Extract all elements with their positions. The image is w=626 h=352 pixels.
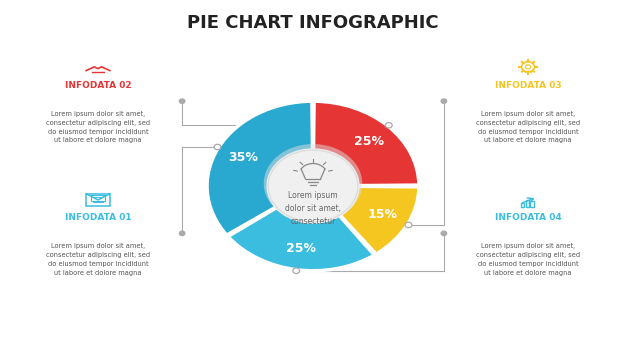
- Circle shape: [386, 122, 393, 128]
- Circle shape: [268, 150, 358, 222]
- Text: PIE CHART INFOGRAPHIC: PIE CHART INFOGRAPHIC: [187, 14, 439, 32]
- Text: 25%: 25%: [285, 241, 316, 254]
- Text: 15%: 15%: [368, 208, 398, 221]
- Text: INFODATA 02: INFODATA 02: [64, 81, 131, 90]
- Text: 25%: 25%: [354, 135, 384, 148]
- Wedge shape: [207, 101, 312, 235]
- Text: Lorem ipsum
dolor sit amet,
consectetur: Lorem ipsum dolor sit amet, consectetur: [285, 191, 341, 226]
- Text: INFODATA 03: INFODATA 03: [495, 81, 562, 90]
- Circle shape: [179, 231, 185, 235]
- Text: Lorem ipsum dolor sit amet,
consectetur adipiscing elit, sed
do eiusmod tempor i: Lorem ipsum dolor sit amet, consectetur …: [476, 111, 580, 143]
- Bar: [521, 203, 525, 207]
- Wedge shape: [340, 186, 419, 254]
- Bar: [526, 200, 529, 207]
- Wedge shape: [314, 101, 419, 186]
- Text: INFODATA 01: INFODATA 01: [64, 213, 131, 222]
- Circle shape: [441, 99, 447, 103]
- Circle shape: [179, 99, 185, 103]
- Circle shape: [293, 268, 300, 274]
- Text: Lorem ipsum dolor sit amet,
consectetur adipiscing elit, sed
do eiusmod tempor i: Lorem ipsum dolor sit amet, consectetur …: [46, 111, 150, 143]
- Text: Lorem ipsum dolor sit amet,
consectetur adipiscing elit, sed
do eiusmod tempor i: Lorem ipsum dolor sit amet, consectetur …: [476, 243, 580, 276]
- Text: Lorem ipsum dolor sit amet,
consectetur adipiscing elit, sed
do eiusmod tempor i: Lorem ipsum dolor sit amet, consectetur …: [46, 243, 150, 276]
- Circle shape: [214, 144, 221, 150]
- Text: INFODATA 04: INFODATA 04: [495, 213, 562, 222]
- Circle shape: [405, 222, 412, 228]
- Circle shape: [264, 144, 362, 223]
- Text: 35%: 35%: [228, 151, 258, 164]
- Circle shape: [441, 231, 447, 235]
- Bar: [530, 201, 534, 207]
- Wedge shape: [228, 207, 374, 271]
